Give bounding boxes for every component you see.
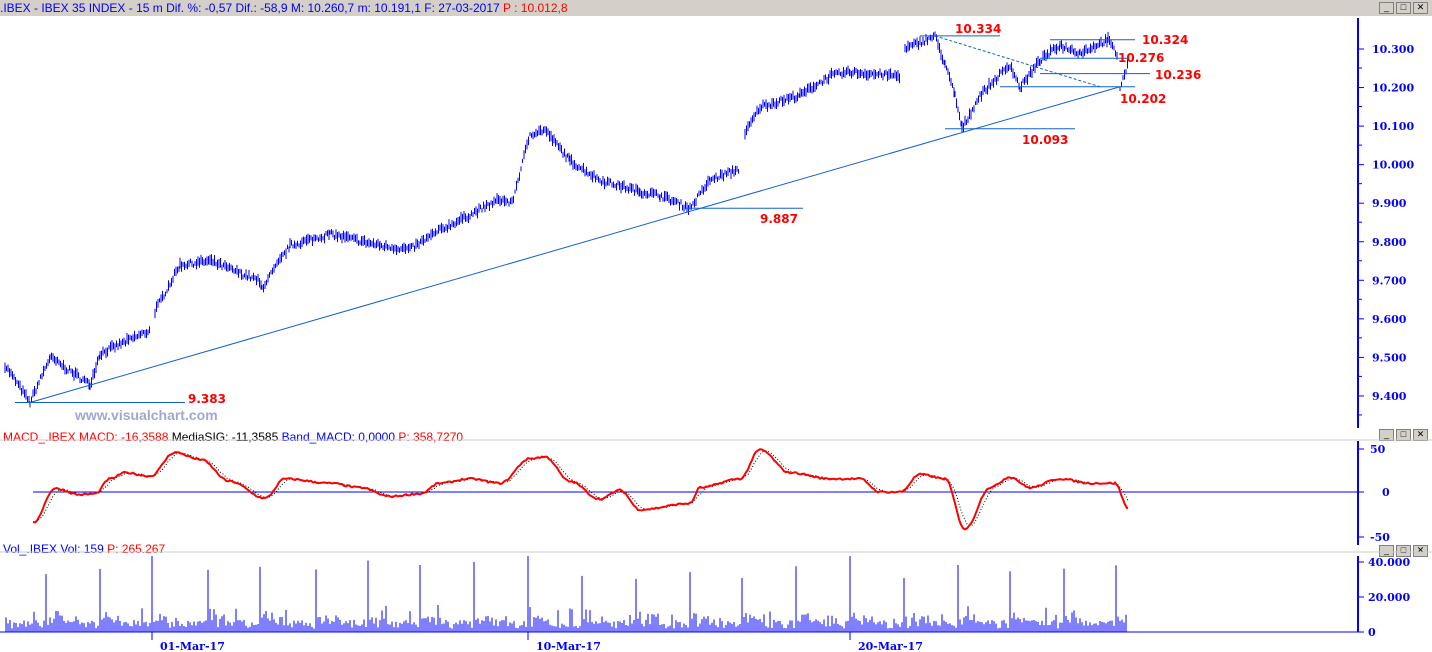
watermark: www.visualchart.com — [75, 407, 218, 423]
macd-tick-label: 0 — [1382, 486, 1390, 499]
close-icon[interactable]: ✕ — [1413, 545, 1428, 557]
date-label: 10-Mar-17 — [536, 640, 601, 652]
maximize-icon[interactable]: □ — [1396, 2, 1411, 14]
macd-panel-bar: _ □ ✕ — [0, 429, 1432, 441]
price-tick-label: 9.900 — [1372, 197, 1407, 210]
max: M: 10.260,7 — [290, 1, 355, 15]
price-tick-label: 9.700 — [1372, 274, 1407, 287]
vol-tick-label: 40.000 — [1368, 556, 1410, 569]
last-price: P : 10.012,8 — [503, 1, 568, 15]
dif: Dif.: -58,9 — [235, 1, 288, 15]
chart-title-bar: .IBEX - IBEX 35 INDEX - 15 m Dif. %: -0,… — [0, 0, 1432, 16]
price-tick-label: 9.400 — [1372, 390, 1407, 403]
level-label: 10.324 — [1142, 33, 1188, 47]
vol-tick-label: 20.000 — [1368, 591, 1410, 604]
maximize-icon[interactable]: □ — [1396, 545, 1411, 557]
dif-pct: Dif. %: -0,57 — [166, 1, 233, 15]
price-tick-label: 9.500 — [1372, 351, 1407, 364]
level-label: 10.202 — [1120, 92, 1166, 106]
price-tick-label: 10.100 — [1372, 120, 1414, 133]
vol-panel-bar: _ □ ✕ — [0, 545, 1432, 557]
macd-tick-label: 50 — [1370, 443, 1386, 456]
date: F: 27-03-2017 — [424, 1, 500, 15]
level-label: 10.276 — [1118, 51, 1164, 65]
timeframe: 15 m — [136, 1, 163, 15]
price-tick-label: 10.200 — [1372, 82, 1414, 95]
level-label: 9.383 — [188, 392, 226, 406]
symbol: .IBEX - IBEX 35 INDEX - — [0, 1, 133, 15]
minimize-icon[interactable]: _ — [1379, 2, 1394, 14]
min: m: 10.191,1 — [357, 1, 421, 15]
level-label: 9.887 — [760, 212, 798, 226]
close-icon[interactable]: ✕ — [1413, 2, 1428, 14]
macd-window-buttons: _ □ ✕ — [1379, 429, 1428, 441]
date-label: 01-Mar-17 — [160, 640, 225, 652]
vol-tick-label: 0 — [1368, 626, 1376, 639]
level-label: 10.093 — [1022, 133, 1068, 147]
price-tick-label: 10.300 — [1372, 43, 1414, 56]
dashed-trendline — [934, 35, 1101, 88]
window-buttons: _ □ ✕ — [1379, 2, 1428, 14]
level-label: 10.236 — [1155, 68, 1201, 82]
date-label: 20-Mar-17 — [858, 640, 923, 652]
level-label: 10.334 — [955, 22, 1001, 36]
price-tick-label: 9.600 — [1372, 313, 1407, 326]
minimize-icon[interactable]: _ — [1379, 545, 1394, 557]
trendline — [29, 86, 1121, 403]
macd-tick-label: -50 — [1370, 531, 1390, 544]
price-tick-label: 10.000 — [1372, 159, 1414, 172]
macd-line — [32, 448, 1129, 531]
signal-line — [32, 450, 1129, 527]
price-tick-label: 9.800 — [1372, 236, 1407, 249]
vol-window-buttons: _ □ ✕ — [1379, 545, 1428, 557]
